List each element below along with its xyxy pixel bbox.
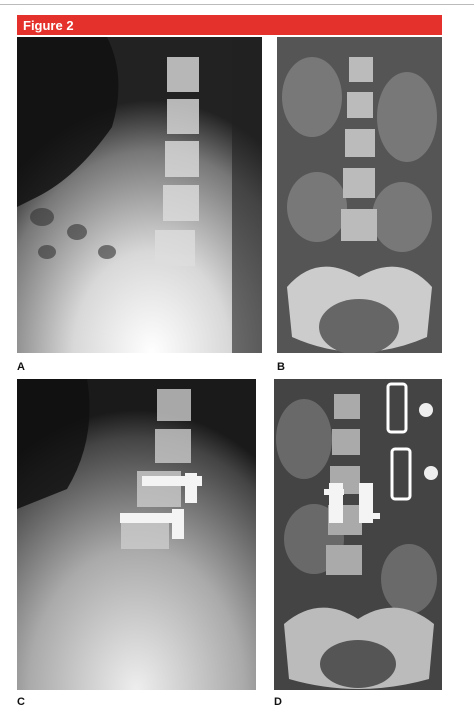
panel-label: B [277, 361, 285, 373]
xray-lateral [17, 37, 262, 353]
rule [0, 4, 474, 5]
panel-label: D [274, 696, 282, 708]
figure-header: Figure 2 [17, 15, 442, 35]
figure-title: Figure 2 [23, 18, 74, 33]
xray-ap-postop [274, 379, 442, 690]
xray-lateral-postop [17, 379, 256, 690]
panel-label: C [17, 696, 25, 708]
xray-ap [277, 37, 442, 353]
panel-label: A [17, 361, 25, 373]
